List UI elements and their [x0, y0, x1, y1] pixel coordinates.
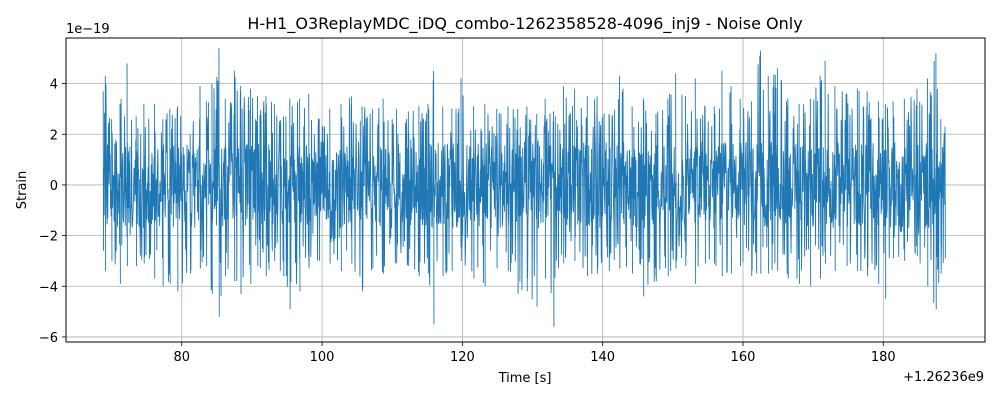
y-tick-label: 2 [50, 128, 58, 143]
y-tick-label: −4 [39, 280, 58, 295]
y-axis-ticks: −6 −4 −2 0 2 4 [39, 78, 66, 346]
x-tick-label: 140 [590, 350, 615, 365]
x-axis-label: Time [s] [498, 371, 552, 386]
y-tick-label: 4 [50, 78, 58, 93]
x-tick-label: 100 [310, 350, 335, 365]
x-axis-ticks: 80 100 120 140 160 180 [173, 342, 896, 365]
chart-title: H-H1_O3ReplayMDC_iDQ_combo-1262358528-40… [247, 14, 802, 34]
plot-area [65, 37, 986, 343]
y-scale-label: 1e−19 [66, 22, 110, 37]
x-tick-label: 160 [731, 350, 756, 365]
y-tick-label: −6 [39, 331, 58, 346]
x-tick-label: 180 [871, 350, 896, 365]
y-tick-label: −2 [39, 230, 58, 245]
strain-trace-line [102, 48, 946, 327]
x-tick-label: 120 [450, 350, 475, 365]
strain-trace [102, 48, 946, 327]
y-tick-label: 0 [50, 179, 58, 194]
x-tick-label: 80 [173, 350, 190, 365]
y-axis-label: Strain [15, 171, 30, 210]
x-offset-label: +1.26236e9 [903, 370, 984, 385]
